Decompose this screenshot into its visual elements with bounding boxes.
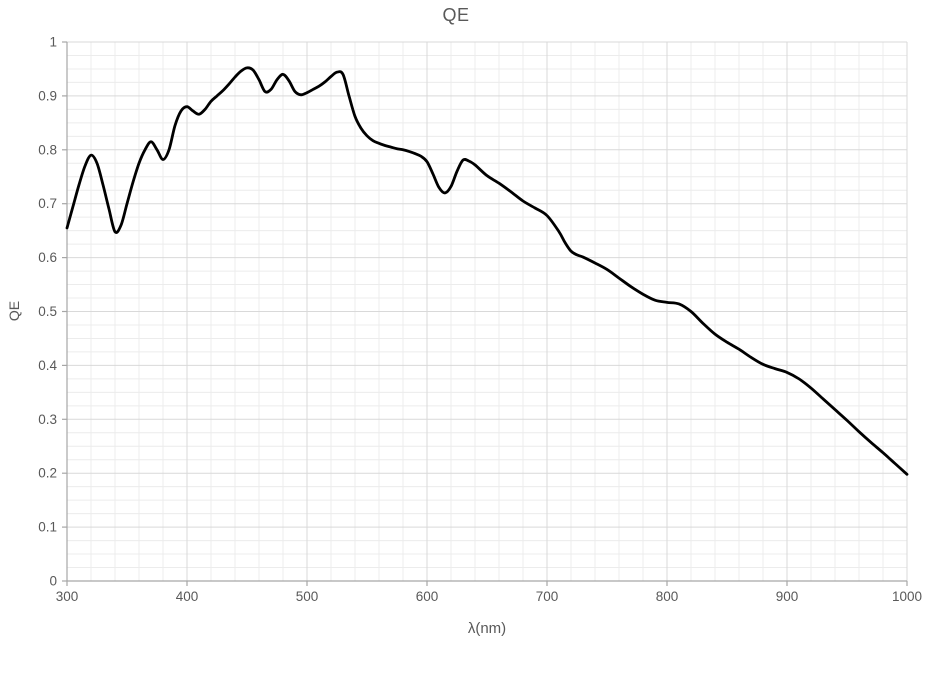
y-tick-label: 0.9 (38, 88, 57, 103)
y-tick-label: 0.4 (38, 358, 57, 373)
y-axis-title: QE (6, 300, 22, 322)
y-tick-label: 0 (49, 574, 57, 589)
x-tick-label: 500 (296, 589, 319, 604)
chart-title: QE (442, 5, 470, 25)
qe-curve (65, 66, 909, 476)
x-tick-label: 800 (656, 589, 679, 604)
y-tick-label: 0.3 (38, 412, 57, 427)
y-tick-label: 1 (49, 35, 57, 50)
x-tick-label: 1000 (892, 589, 922, 604)
y-tick-label: 0.6 (38, 250, 57, 265)
y-tick-label: 0.8 (38, 142, 57, 157)
x-tick-label: 400 (176, 589, 199, 604)
y-tick-label: 0.2 (38, 466, 57, 481)
x-tick-label: 600 (416, 589, 439, 604)
x-tick-label: 300 (56, 589, 79, 604)
x-tick-label: 700 (536, 589, 559, 604)
y-tick-label: 0.7 (38, 196, 57, 211)
x-axis-title: λ(nm) (467, 620, 507, 637)
y-tick-label: 0.1 (38, 520, 57, 535)
y-tick-label: 0.5 (38, 304, 57, 319)
x-tick-label: 900 (776, 589, 799, 604)
